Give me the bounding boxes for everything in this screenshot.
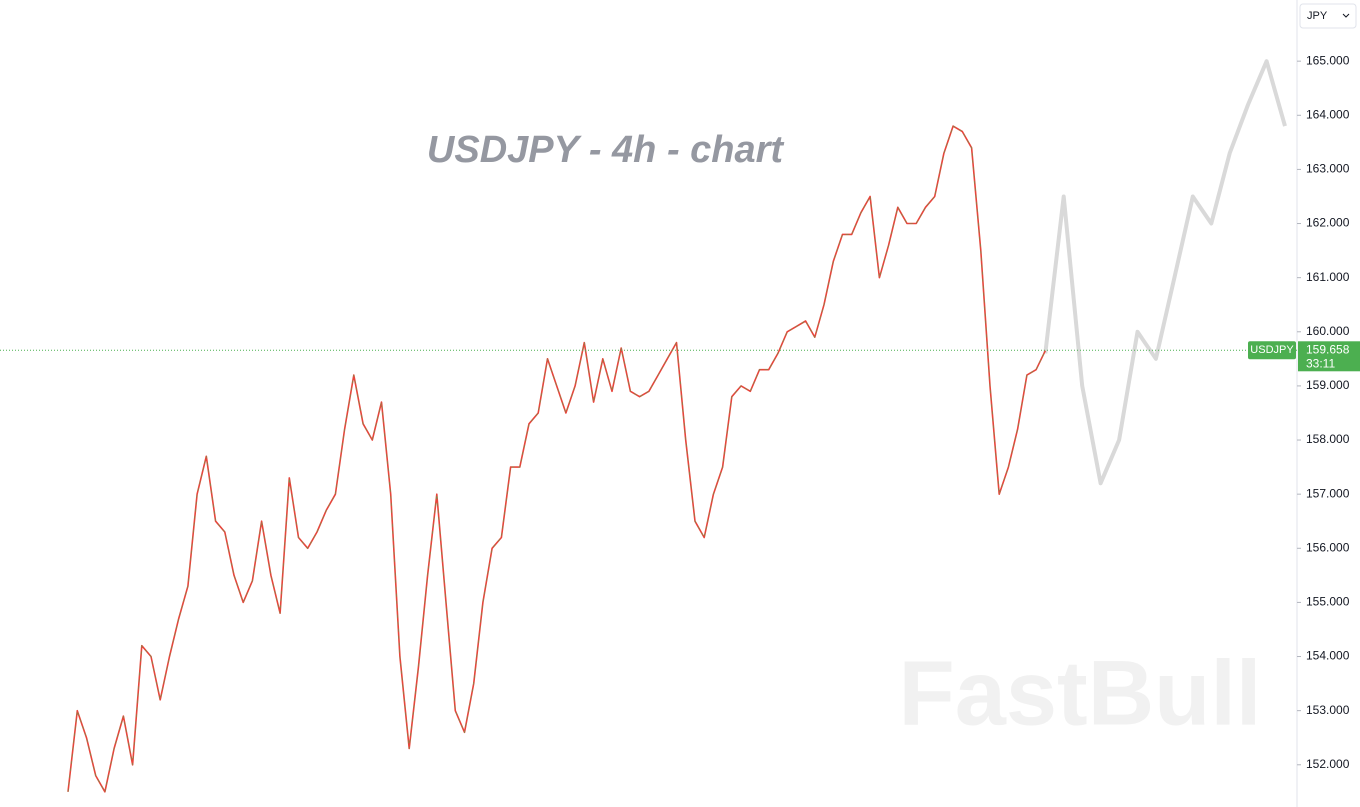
dropdown-icon: [1342, 13, 1350, 18]
price-line: [1043, 59, 1287, 486]
currency-button[interactable]: [1299, 3, 1357, 29]
chart-title: USDJPY - 4h - chart: [427, 129, 785, 171]
y-tick-label: 159.000: [1306, 378, 1350, 392]
y-tick-label: 160.000: [1306, 324, 1350, 338]
y-tick-label: 165.000: [1306, 53, 1350, 67]
y-tick-label: 153.000: [1306, 703, 1350, 717]
y-tick-label: 164.000: [1306, 107, 1350, 121]
y-tick-label: 152.000: [1306, 757, 1350, 771]
watermark: FastBull: [899, 642, 1262, 744]
price-line-shade: [67, 125, 1046, 793]
y-tick-label: 154.000: [1306, 649, 1350, 663]
y-tick-label: 163.000: [1306, 162, 1350, 176]
y-tick-label: 162.000: [1306, 216, 1350, 230]
symbol-label: USDJPY: [1250, 344, 1294, 356]
y-tick-label: 161.000: [1306, 270, 1350, 284]
countdown: 33:11: [1306, 356, 1335, 370]
y-tick-label: 158.000: [1306, 432, 1350, 446]
y-tick-label: 156.000: [1306, 540, 1350, 554]
y-tick-label: 157.000: [1306, 486, 1350, 500]
currency: JPY: [1307, 10, 1328, 22]
symbol-badge: [1248, 341, 1296, 360]
y-tick-label: 155.000: [1306, 595, 1350, 609]
price-badge: [1298, 341, 1360, 372]
last-price-label: 159.658: [1306, 342, 1350, 356]
